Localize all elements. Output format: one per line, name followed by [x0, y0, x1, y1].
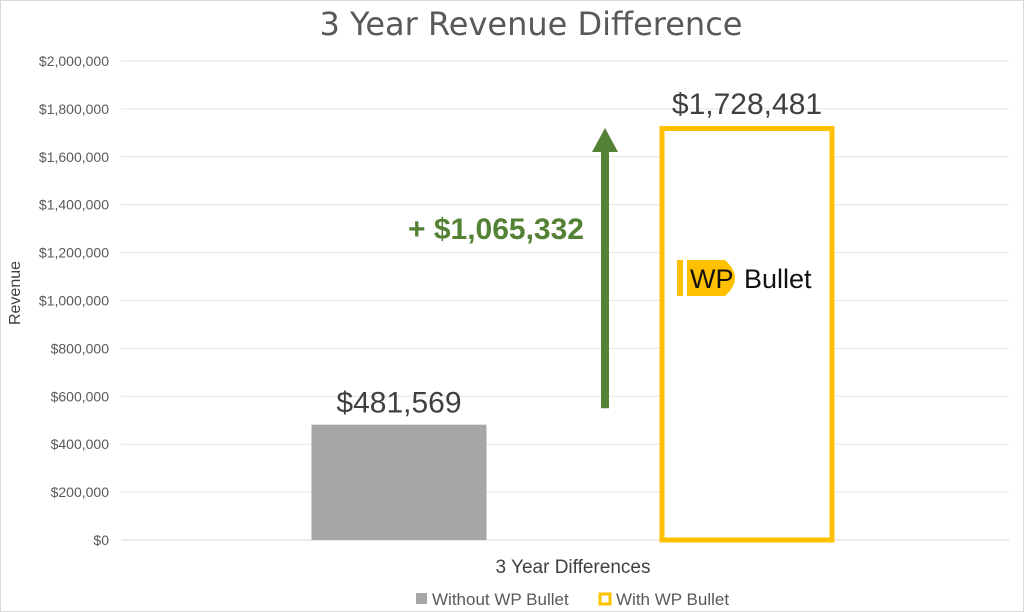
- y-tick-label: $800,000: [51, 340, 110, 356]
- bar-value-label: $481,569: [336, 387, 461, 420]
- bar-value-label: $1,728,481: [672, 88, 822, 121]
- bar-with-wp-bullet: [659, 126, 835, 543]
- difference-annotation: + $1,065,332: [408, 128, 618, 409]
- wp-bullet-logo: WP Bullet: [677, 260, 812, 296]
- bar-without-wp-bullet: [311, 424, 487, 540]
- y-tick-label: $600,000: [51, 388, 110, 404]
- y-tick-label: $200,000: [51, 484, 110, 500]
- y-tick-label: $1,600,000: [39, 149, 109, 165]
- difference-arrow-head: [592, 128, 618, 153]
- bars: [311, 126, 835, 543]
- legend-swatch-without: [416, 593, 427, 604]
- y-tick-label: $0: [93, 532, 109, 548]
- chart-title: 3 Year Revenue Difference: [320, 5, 743, 43]
- difference-label: + $1,065,332: [408, 213, 584, 246]
- y-axis-ticks: $0 $200,000 $400,000 $600,000 $800,000 $1,000…: [39, 53, 109, 548]
- legend-label-without: Without WP Bullet: [432, 590, 569, 609]
- x-category-label: 3 Year Differences: [496, 557, 651, 578]
- y-tick-label: $400,000: [51, 436, 110, 452]
- legend-label-with: With WP Bullet: [616, 590, 729, 609]
- y-tick-label: $1,400,000: [39, 197, 109, 213]
- y-axis-label: Revenue: [7, 261, 24, 325]
- logo-suffix-text: Bullet: [744, 264, 812, 294]
- y-tick-label: $2,000,000: [39, 53, 109, 69]
- logo-prefix-text: WP: [690, 264, 734, 294]
- y-tick-label: $1,000,000: [39, 293, 109, 309]
- bullet-logo-band: [683, 260, 687, 296]
- legend-swatch-with: [598, 592, 612, 606]
- y-tick-label: $1,200,000: [39, 245, 109, 261]
- data-labels: $481,569 $1,728,481: [336, 88, 822, 420]
- gridlines: [121, 60, 1009, 541]
- legend: Without WP Bullet With WP Bullet: [416, 590, 729, 609]
- bullet-logo-icon: [677, 260, 735, 296]
- y-tick-label: $1,800,000: [39, 101, 109, 117]
